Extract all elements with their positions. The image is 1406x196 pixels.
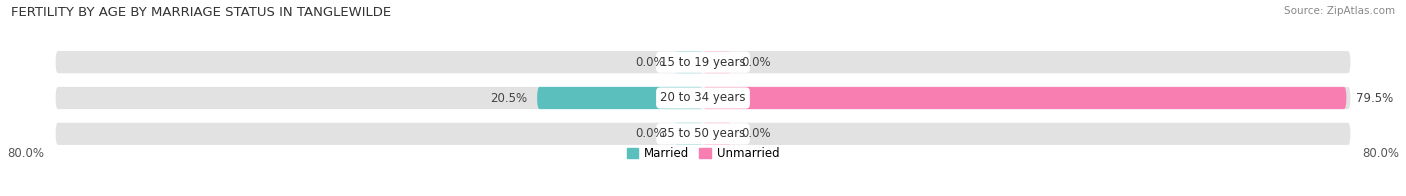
Legend: Married, Unmarried: Married, Unmarried (621, 142, 785, 165)
Text: 35 to 50 years: 35 to 50 years (661, 127, 745, 140)
FancyBboxPatch shape (537, 87, 703, 109)
Text: 80.0%: 80.0% (7, 147, 44, 160)
Text: 0.0%: 0.0% (636, 56, 665, 69)
FancyBboxPatch shape (675, 51, 703, 73)
FancyBboxPatch shape (56, 123, 1350, 145)
Text: 79.5%: 79.5% (1355, 92, 1393, 104)
Text: 0.0%: 0.0% (636, 127, 665, 140)
FancyBboxPatch shape (703, 51, 731, 73)
Text: FERTILITY BY AGE BY MARRIAGE STATUS IN TANGLEWILDE: FERTILITY BY AGE BY MARRIAGE STATUS IN T… (11, 6, 391, 19)
Text: 15 to 19 years: 15 to 19 years (661, 56, 745, 69)
Text: 0.0%: 0.0% (741, 127, 770, 140)
Text: 80.0%: 80.0% (1362, 147, 1399, 160)
Text: 20.5%: 20.5% (491, 92, 527, 104)
FancyBboxPatch shape (675, 123, 703, 145)
Text: Source: ZipAtlas.com: Source: ZipAtlas.com (1284, 6, 1395, 16)
Text: 20 to 34 years: 20 to 34 years (661, 92, 745, 104)
FancyBboxPatch shape (56, 87, 1350, 109)
FancyBboxPatch shape (703, 87, 1347, 109)
FancyBboxPatch shape (56, 51, 1350, 73)
FancyBboxPatch shape (703, 123, 731, 145)
Text: 0.0%: 0.0% (741, 56, 770, 69)
